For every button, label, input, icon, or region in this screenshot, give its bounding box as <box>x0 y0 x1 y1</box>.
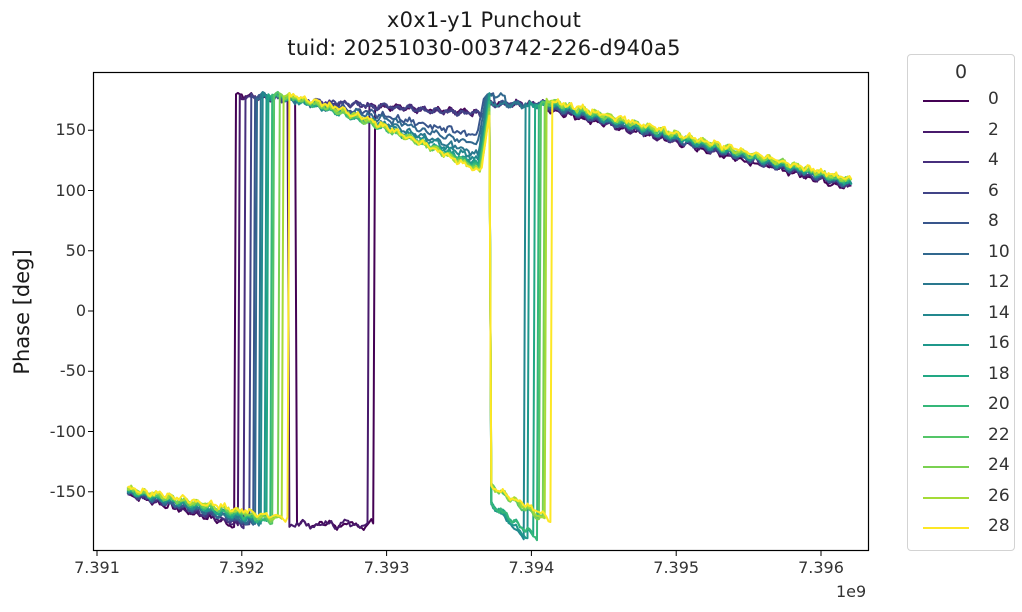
legend-item: 12 <box>916 272 1012 296</box>
legend-line-swatch <box>923 252 969 255</box>
chart-subtitle-tuid: tuid: 20251030-003742-226-d940a5 <box>287 36 681 60</box>
legend-item: 8 <box>916 211 1012 235</box>
y-tick-label: 100 <box>55 180 86 200</box>
series-line-28 <box>126 92 853 523</box>
y-tick-label: 0 <box>75 301 86 320</box>
legend-label: 14 <box>988 302 1010 323</box>
legend-item: 24 <box>916 455 1012 479</box>
legend-label: 16 <box>988 333 1010 353</box>
legend-line-swatch <box>923 344 969 346</box>
legend-label: 10 <box>988 241 1010 262</box>
legend-label: 0 <box>988 89 999 109</box>
legend-label: 18 <box>988 363 1010 384</box>
legend-line-swatch <box>923 435 969 438</box>
x-tick-label: 7.391 <box>74 558 120 577</box>
x-tick-label: 7.393 <box>363 558 410 577</box>
legend-label: 2 <box>988 119 999 140</box>
legend-label: 6 <box>988 180 999 201</box>
legend-label: 22 <box>988 424 1010 445</box>
legend-line-swatch <box>923 374 969 377</box>
legend-line-swatch <box>923 466 969 468</box>
chart-title: x0x1-y1 Punchout <box>386 8 582 32</box>
legend-title: 0 <box>954 61 968 83</box>
y-tick-label: -50 <box>59 361 86 381</box>
legend-line-swatch <box>923 405 969 407</box>
legend-item: 26 <box>916 486 1012 510</box>
legend-line-swatch <box>923 191 969 194</box>
legend-label: 8 <box>988 211 999 231</box>
plot-lines <box>126 90 853 542</box>
legend-item: 28 <box>916 516 1012 540</box>
legend-line-swatch <box>923 313 969 316</box>
legend-item: 16 <box>916 333 1012 357</box>
legend-label: 4 <box>988 150 999 170</box>
x-tick-label: 7.392 <box>218 558 265 577</box>
legend-label: 26 <box>988 485 1010 506</box>
y-tick-label: -100 <box>49 421 86 441</box>
legend-item: 4 <box>916 150 1012 174</box>
legend-line-swatch <box>923 100 969 102</box>
x-tick-label: 7.396 <box>798 558 844 577</box>
legend-line-swatch <box>923 130 969 133</box>
legend-item: 0 <box>916 89 1012 113</box>
legend-line-swatch <box>923 283 969 285</box>
axis-ticks <box>88 129 822 556</box>
legend-line-swatch <box>923 496 969 499</box>
legend-item: 6 <box>916 181 1012 205</box>
legend-label: 12 <box>988 272 1010 292</box>
x-tick-label: 7.394 <box>508 558 555 577</box>
y-tick-label: 150 <box>55 120 86 140</box>
legend-line-swatch <box>923 527 969 529</box>
legend-item: 14 <box>916 303 1012 327</box>
legend-item: 10 <box>916 242 1012 266</box>
y-tick-label: 50 <box>65 240 86 260</box>
legend-line-swatch <box>923 222 969 224</box>
legend-item: 22 <box>916 425 1012 449</box>
legend-item: 2 <box>916 120 1012 144</box>
legend-item: 18 <box>916 364 1012 388</box>
y-axis-label: Phase [deg] <box>10 249 34 375</box>
x-tick-label: 7.395 <box>653 558 700 577</box>
legend-label: 20 <box>988 394 1010 414</box>
legend-label: 28 <box>988 516 1010 536</box>
y-tick-label: -150 <box>49 481 86 501</box>
x-axis-offset-label: 1e9 <box>836 582 867 601</box>
legend: 0 0 2 4 6 8 10 12 14 16 18 20 22 24 26 28 <box>907 54 1015 551</box>
legend-line-swatch <box>923 161 969 163</box>
legend-label: 24 <box>988 455 1010 475</box>
legend-item: 20 <box>916 394 1012 418</box>
